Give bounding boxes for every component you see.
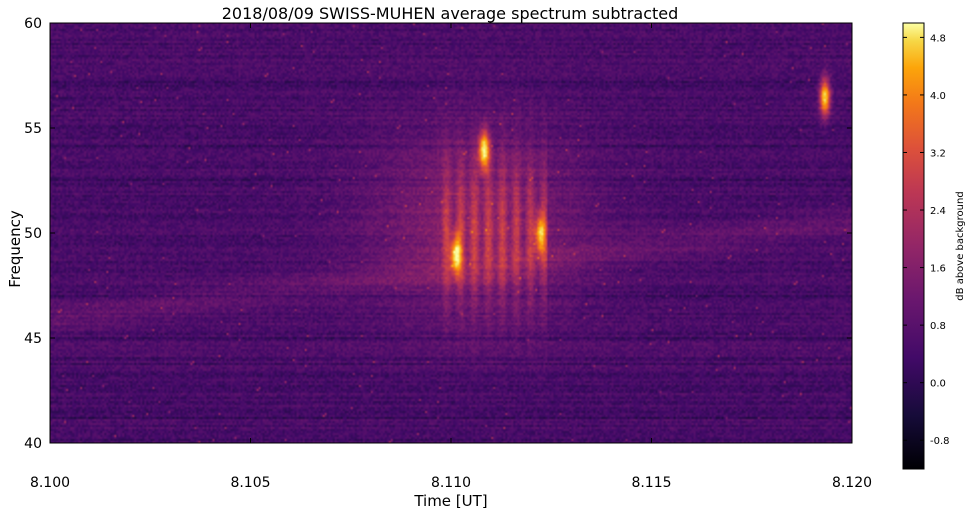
- y-axis: 40 45 50 55 60: [24, 16, 852, 452]
- y-tick-label: 45: [24, 331, 42, 347]
- colorbar-label: dB above background: [955, 191, 966, 300]
- y-tick-label: 40: [24, 436, 42, 452]
- y-tick-label: 50: [24, 226, 42, 242]
- x-axis: 8.100 8.105 8.110 8.115 8.120: [30, 23, 872, 491]
- x-tick-label: 8.120: [832, 475, 872, 491]
- colorbar-tick-label: 1.6: [930, 264, 946, 275]
- colorbar-tick-label: 3.2: [930, 148, 946, 159]
- colorbar-tick-label: 2.4: [930, 206, 946, 217]
- x-tick-label: 8.110: [431, 475, 471, 491]
- x-axis-label: Time [UT]: [413, 492, 487, 510]
- x-tick-label: 8.115: [631, 475, 671, 491]
- heatmap-image: [50, 23, 852, 443]
- colorbar-ticks: -0.8 0.0 0.8 1.6 2.4 3.2 4.0 4.8: [903, 33, 950, 447]
- y-tick-label: 60: [24, 16, 42, 32]
- x-tick-label: 8.105: [230, 475, 270, 491]
- chart-title: 2018/08/09 SWISS-MUHEN average spectrum …: [222, 4, 679, 23]
- colorbar: -0.8 0.0 0.8 1.6 2.4 3.2 4.0 4.8 dB above backg…: [902, 22, 966, 470]
- colorbar-tick-label: 4.0: [930, 91, 946, 102]
- y-axis-label: Frequency: [6, 210, 24, 288]
- x-tick-label: 8.100: [30, 475, 70, 491]
- colorbar-tick-label: 4.8: [930, 33, 946, 44]
- colorbar-tick-label: 0.0: [930, 379, 946, 390]
- y-tick-label: 55: [24, 121, 42, 137]
- colorbar-gradient: [902, 22, 925, 470]
- colorbar-tick-label: 0.8: [930, 321, 946, 332]
- colorbar-tick-label: -0.8: [930, 436, 950, 447]
- plot-area: [49, 22, 853, 444]
